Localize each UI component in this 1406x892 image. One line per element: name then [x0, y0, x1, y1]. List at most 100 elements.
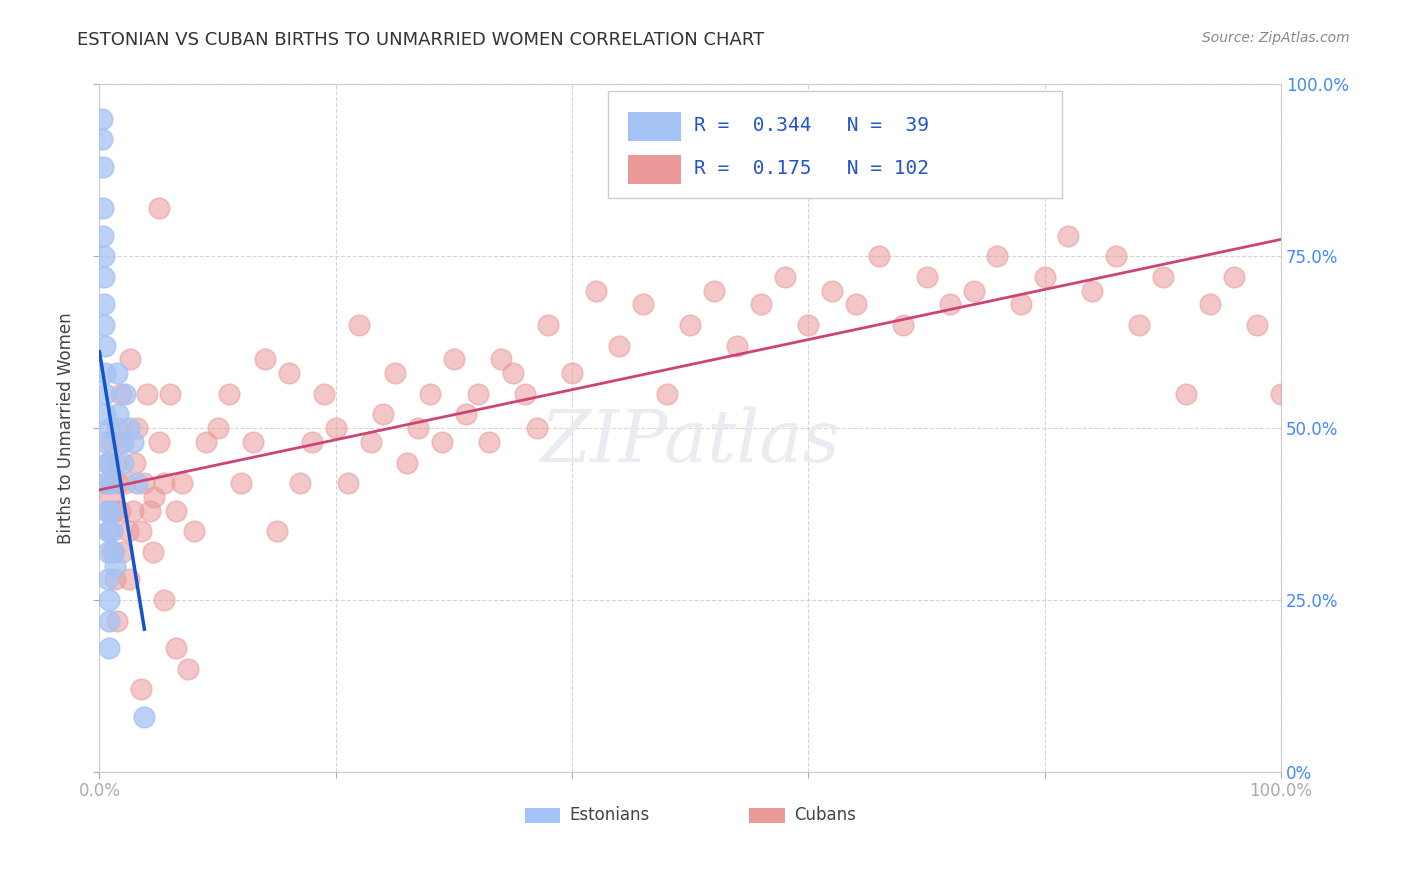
Point: [1270, 386, 1292, 401]
Point: [134, 710, 156, 724]
Y-axis label: Births to Unmarried Women: Births to Unmarried Women: [58, 312, 75, 544]
Point: [537, 318, 560, 332]
FancyBboxPatch shape: [627, 155, 681, 184]
Point: [142, 545, 165, 559]
Point: [986, 249, 1008, 263]
Point: [108, 503, 131, 517]
Point: [845, 297, 868, 311]
FancyBboxPatch shape: [524, 808, 560, 823]
Point: [97, 573, 120, 587]
FancyBboxPatch shape: [749, 808, 785, 823]
Point: [749, 297, 772, 311]
Point: [939, 297, 962, 311]
Point: [513, 386, 536, 401]
Text: ESTONIAN VS CUBAN BIRTHS TO UNMARRIED WOMEN CORRELATION CHART: ESTONIAN VS CUBAN BIRTHS TO UNMARRIED WO…: [77, 31, 765, 49]
Point: [105, 456, 128, 470]
Point: [773, 269, 796, 284]
Point: [148, 434, 170, 449]
Point: [114, 386, 136, 401]
Point: [93, 297, 115, 311]
Point: [129, 524, 152, 539]
Point: [207, 421, 229, 435]
Point: [1033, 269, 1056, 284]
Point: [419, 386, 441, 401]
Point: [101, 545, 124, 559]
Point: [349, 318, 371, 332]
Point: [1104, 249, 1126, 263]
Point: [94, 476, 117, 491]
Point: [408, 421, 430, 435]
Point: [242, 434, 264, 449]
Point: [97, 524, 120, 539]
Point: [153, 476, 176, 491]
Point: [124, 456, 146, 470]
Point: [679, 318, 702, 332]
Point: [94, 434, 117, 449]
Point: [121, 434, 143, 449]
Point: [100, 434, 122, 449]
Point: [94, 366, 117, 380]
Point: [727, 339, 749, 353]
FancyBboxPatch shape: [627, 112, 681, 141]
Point: [443, 352, 465, 367]
Point: [97, 641, 120, 656]
Point: [301, 434, 323, 449]
Point: [963, 284, 986, 298]
Point: [703, 284, 725, 298]
Point: [868, 249, 890, 263]
Point: [98, 456, 121, 470]
Point: [172, 476, 194, 491]
Point: [90, 132, 112, 146]
Point: [290, 476, 312, 491]
Point: [395, 456, 418, 470]
Point: [159, 386, 181, 401]
Point: [607, 339, 630, 353]
Point: [1222, 269, 1244, 284]
Point: [93, 318, 115, 332]
Point: [97, 593, 120, 607]
Point: [110, 434, 132, 449]
Point: [120, 352, 142, 367]
Point: [135, 386, 157, 401]
Point: [797, 318, 820, 332]
Text: R =  0.344   N =  39: R = 0.344 N = 39: [693, 116, 929, 136]
Point: [360, 434, 382, 449]
Point: [98, 421, 121, 435]
Point: [94, 386, 117, 401]
Point: [194, 434, 217, 449]
Point: [1152, 269, 1174, 284]
Point: [104, 573, 127, 587]
Point: [97, 614, 120, 628]
Point: [121, 503, 143, 517]
Point: [218, 386, 240, 401]
Point: [1128, 318, 1150, 332]
Point: [312, 386, 335, 401]
Text: Source: ZipAtlas.com: Source: ZipAtlas.com: [1202, 31, 1350, 45]
Point: [94, 339, 117, 353]
Point: [1057, 228, 1080, 243]
Point: [107, 408, 129, 422]
Point: [97, 524, 120, 539]
Point: [631, 297, 654, 311]
Point: [165, 503, 187, 517]
Point: [1081, 284, 1104, 298]
Point: [105, 366, 128, 380]
Point: [891, 318, 914, 332]
Point: [91, 160, 114, 174]
Point: [107, 476, 129, 491]
Point: [325, 421, 347, 435]
Point: [1199, 297, 1222, 311]
Point: [183, 524, 205, 539]
Point: [105, 614, 128, 628]
Point: [90, 112, 112, 126]
Point: [117, 524, 139, 539]
Point: [165, 641, 187, 656]
Point: [148, 201, 170, 215]
Point: [821, 284, 844, 298]
FancyBboxPatch shape: [607, 91, 1063, 198]
Point: [430, 434, 453, 449]
Point: [93, 249, 115, 263]
Point: [104, 558, 127, 573]
Point: [127, 476, 149, 491]
Point: [467, 386, 489, 401]
